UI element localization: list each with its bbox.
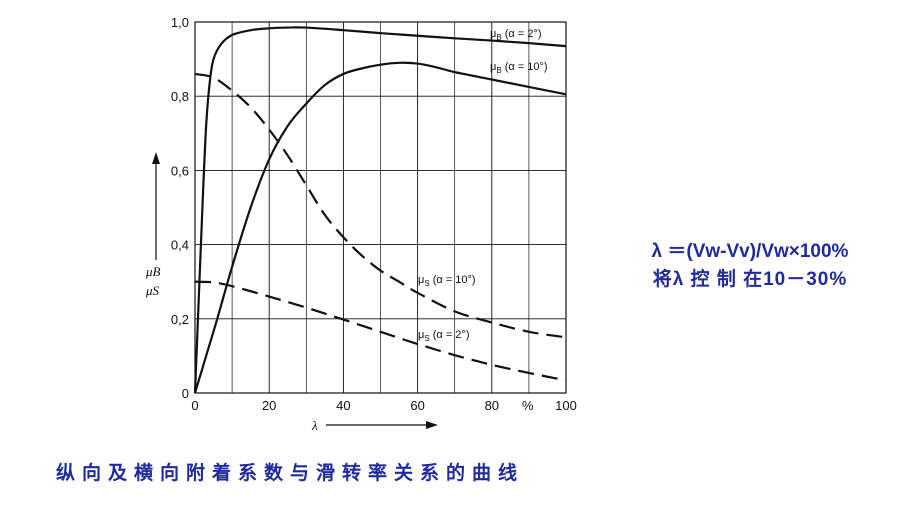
x-tick-label: 0 — [191, 398, 198, 413]
y-tick-label: 1,0 — [171, 15, 189, 30]
y-tick-label: 0,4 — [171, 238, 189, 253]
curve-label: μB (α = 10°) — [490, 61, 548, 75]
x-tick-label: 80 — [485, 398, 499, 413]
y-tick-label: 0,2 — [171, 312, 189, 327]
y-tick-label: 0,6 — [171, 163, 189, 178]
x-tick-label: 60 — [410, 398, 424, 413]
y-axis-label-mu-s: μS — [145, 283, 160, 298]
x-unit-label: % — [522, 398, 534, 413]
series-mu-s-alpha-10 — [194, 72, 567, 339]
x-tick-labels: 0 20 40 60 80 100 — [191, 398, 576, 413]
x-axis-label: λ — [311, 418, 318, 433]
curve-label: μS (α = 10°) — [418, 274, 476, 288]
series-mu-b-alpha-2 — [193, 26, 567, 394]
series-mu-s-alpha-2 — [194, 280, 567, 382]
x-tick-label: 40 — [336, 398, 350, 413]
curve-label: μS (α = 2°) — [418, 329, 469, 343]
y-axis-arrow — [152, 152, 160, 260]
plot-frame — [194, 21, 567, 394]
curve-labels: μB (α = 2°) μB (α = 10°) μS (α = 10°) μS (α… — [418, 28, 548, 343]
slip-ratio-range-note: 将λ 控 制 在10－30% — [652, 269, 848, 290]
x-tick-label: 20 — [262, 398, 276, 413]
x-tick-label: 100 — [555, 398, 577, 413]
y-axis-label-mu-b: μB — [145, 264, 161, 279]
figure-caption: 纵向及横向附着系数与滑转率关系的曲线 — [56, 462, 525, 484]
curve-label: μB (α = 2°) — [490, 28, 541, 42]
series-mu-b-alpha-10 — [193, 61, 567, 394]
slip-ratio-formula: λ ＝(Vw-Vv)/Vw×100% — [651, 241, 849, 262]
series-layer — [193, 26, 567, 394]
x-axis-arrow — [326, 421, 438, 429]
y-tick-label: 0 — [182, 386, 189, 401]
y-tick-label: 0,8 — [171, 89, 189, 104]
y-tick-labels: 0 0,2 0,4 0,6 0,8 1,0 — [171, 15, 189, 401]
